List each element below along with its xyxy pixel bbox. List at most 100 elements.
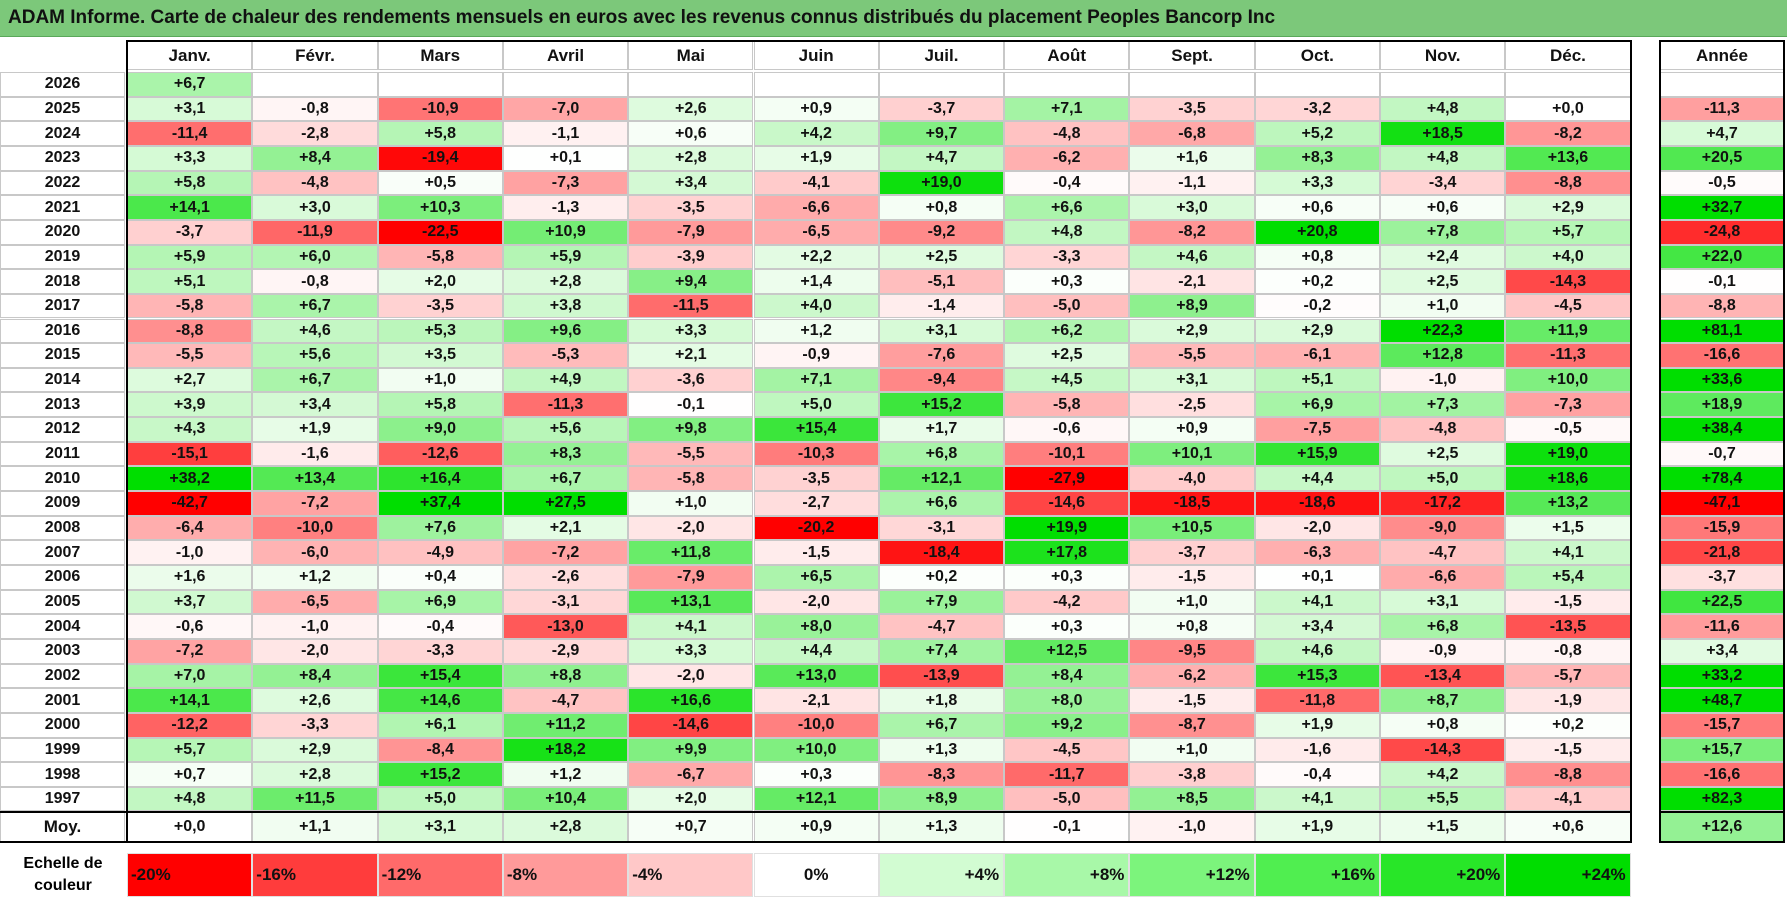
heatmap-cell: +3,4 [252,392,378,418]
year-label: 2018 [0,269,125,294]
heatmap-cell: +1,9 [753,145,879,171]
heatmap-cell: +5,1 [1254,367,1380,393]
year-label: 2015 [0,343,125,368]
heatmap-cell: +6,8 [1380,614,1506,639]
heatmap-cell: -7,2 [502,540,629,565]
heatmap-cell: -8,8 [1505,170,1631,196]
heatmap-cell: +6,7 [127,72,253,97]
annual-cell: +33,6 [1660,367,1784,393]
annual-cell: -24,8 [1660,219,1784,245]
year-label: 2019 [0,244,125,270]
heatmap-cell: -2,0 [628,515,754,541]
heatmap-cell: -11,4 [127,121,253,146]
heatmap-cell: +1,6 [1129,145,1255,171]
heatmap-cell: +4,8 [1380,145,1506,171]
heatmap-cell: +4,6 [1129,244,1255,270]
heatmap-cell: +0,6 [1254,195,1380,220]
year-label: 2002 [0,663,125,689]
heatmap-cell [377,72,503,97]
heatmap-cell: +5,8 [377,121,503,146]
heatmap-cell: +2,2 [753,244,879,270]
annual-cell: +81,1 [1660,318,1784,344]
heatmap-cell: -0,9 [1380,638,1506,664]
annual-cell: +82,3 [1660,786,1784,812]
heatmap-cell: +1,0 [1129,589,1255,615]
heatmap-cell: +8,5 [1129,786,1255,812]
annual-header: Année [1660,41,1784,70]
heatmap-cell: -6,7 [628,762,754,787]
heatmap-cell: +1,9 [1254,712,1380,738]
heatmap-cell: +12,1 [753,786,879,812]
heatmap-cell: +10,9 [502,219,629,245]
heatmap-cell: -8,8 [1505,762,1631,787]
year-label: 2014 [0,367,125,393]
average-separator [0,811,1631,813]
heatmap-cell: +2,5 [878,244,1005,270]
color-scale-swatch: +16% [1254,853,1380,897]
average-cell: +1,1 [252,812,378,842]
heatmap-cell: -3,8 [1129,762,1255,787]
heatmap-cell: +2,8 [628,145,754,171]
year-label: 2007 [0,540,125,565]
heatmap-cell: -1,5 [753,540,879,565]
month-header: Oct. [1254,41,1380,70]
average-cell: -0,1 [1004,812,1130,842]
heatmap-cell: +0,2 [878,565,1005,590]
heatmap-cell: +9,4 [628,269,754,294]
heatmap-cell: -4,0 [1129,466,1255,492]
heatmap-cell: +11,2 [502,712,629,738]
annual-cell: +48,7 [1660,688,1784,713]
year-label: 2020 [0,219,125,245]
heatmap-cell: -19,4 [377,145,503,171]
heatmap-cell: -4,7 [502,688,629,713]
color-scale-swatch: -12% [377,853,503,897]
heatmap-cell: +5,0 [1380,466,1506,492]
heatmap-cell: -4,8 [252,170,378,196]
year-label: 2000 [0,712,125,738]
heatmap-cell: -13,9 [878,663,1005,689]
heatmap-cell: +2,0 [628,786,754,812]
heatmap-cell: +4,9 [502,367,629,393]
average-cell: +1,5 [1380,812,1506,842]
heatmap-cell: -5,8 [628,466,754,492]
heatmap-cell: +0,3 [1004,614,1130,639]
heatmap-cell: -7,3 [1505,392,1631,418]
heatmap-cell: +5,9 [127,244,253,270]
color-scale-swatch: +8% [1004,853,1130,897]
heatmap-cell: -4,2 [1004,589,1130,615]
annual-cell: -0,5 [1660,170,1784,196]
heatmap-cell: -6,5 [753,219,879,245]
heatmap-cell: +2,0 [377,269,503,294]
heatmap-cell: -11,3 [1505,343,1631,368]
heatmap-cell: +5,3 [377,318,503,344]
heatmap-cell [753,72,879,97]
heatmap-cell: +14,1 [127,195,253,220]
heatmap-cell: +1,0 [628,491,754,516]
annual-cell: +32,7 [1660,195,1784,220]
heatmap-cell: -4,9 [377,540,503,565]
heatmap-cell: +0,1 [502,145,629,171]
heatmap-cell: -17,2 [1380,491,1506,516]
heatmap-cell: +9,2 [1004,712,1130,738]
heatmap-cell: -0,1 [628,392,754,418]
heatmap-cell: +4,0 [753,293,879,319]
year-label: 2004 [0,614,125,639]
heatmap-cell: +9,8 [628,417,754,442]
heatmap-cell: -8,2 [1129,219,1255,245]
heatmap-cell: +11,5 [252,786,378,812]
heatmap-cell: +5,5 [1380,786,1506,812]
heatmap-cell: +6,7 [878,712,1005,738]
heatmap-cell: -2,0 [1254,515,1380,541]
heatmap-cell: +4,6 [252,318,378,344]
heatmap-cell: +4,1 [1254,589,1380,615]
heatmap-cell: +3,1 [127,96,253,122]
heatmap-cell: -1,0 [1380,367,1506,393]
heatmap-cell: +3,8 [502,293,629,319]
heatmap-cell [878,72,1005,97]
color-scale-swatch: +12% [1129,853,1255,897]
heatmap-cell: +2,6 [252,688,378,713]
heatmap-cell: -11,9 [252,219,378,245]
heatmap-cell: -2,9 [502,638,629,664]
annual-cell: -15,9 [1660,515,1784,541]
heatmap-cell: +1,2 [252,565,378,590]
